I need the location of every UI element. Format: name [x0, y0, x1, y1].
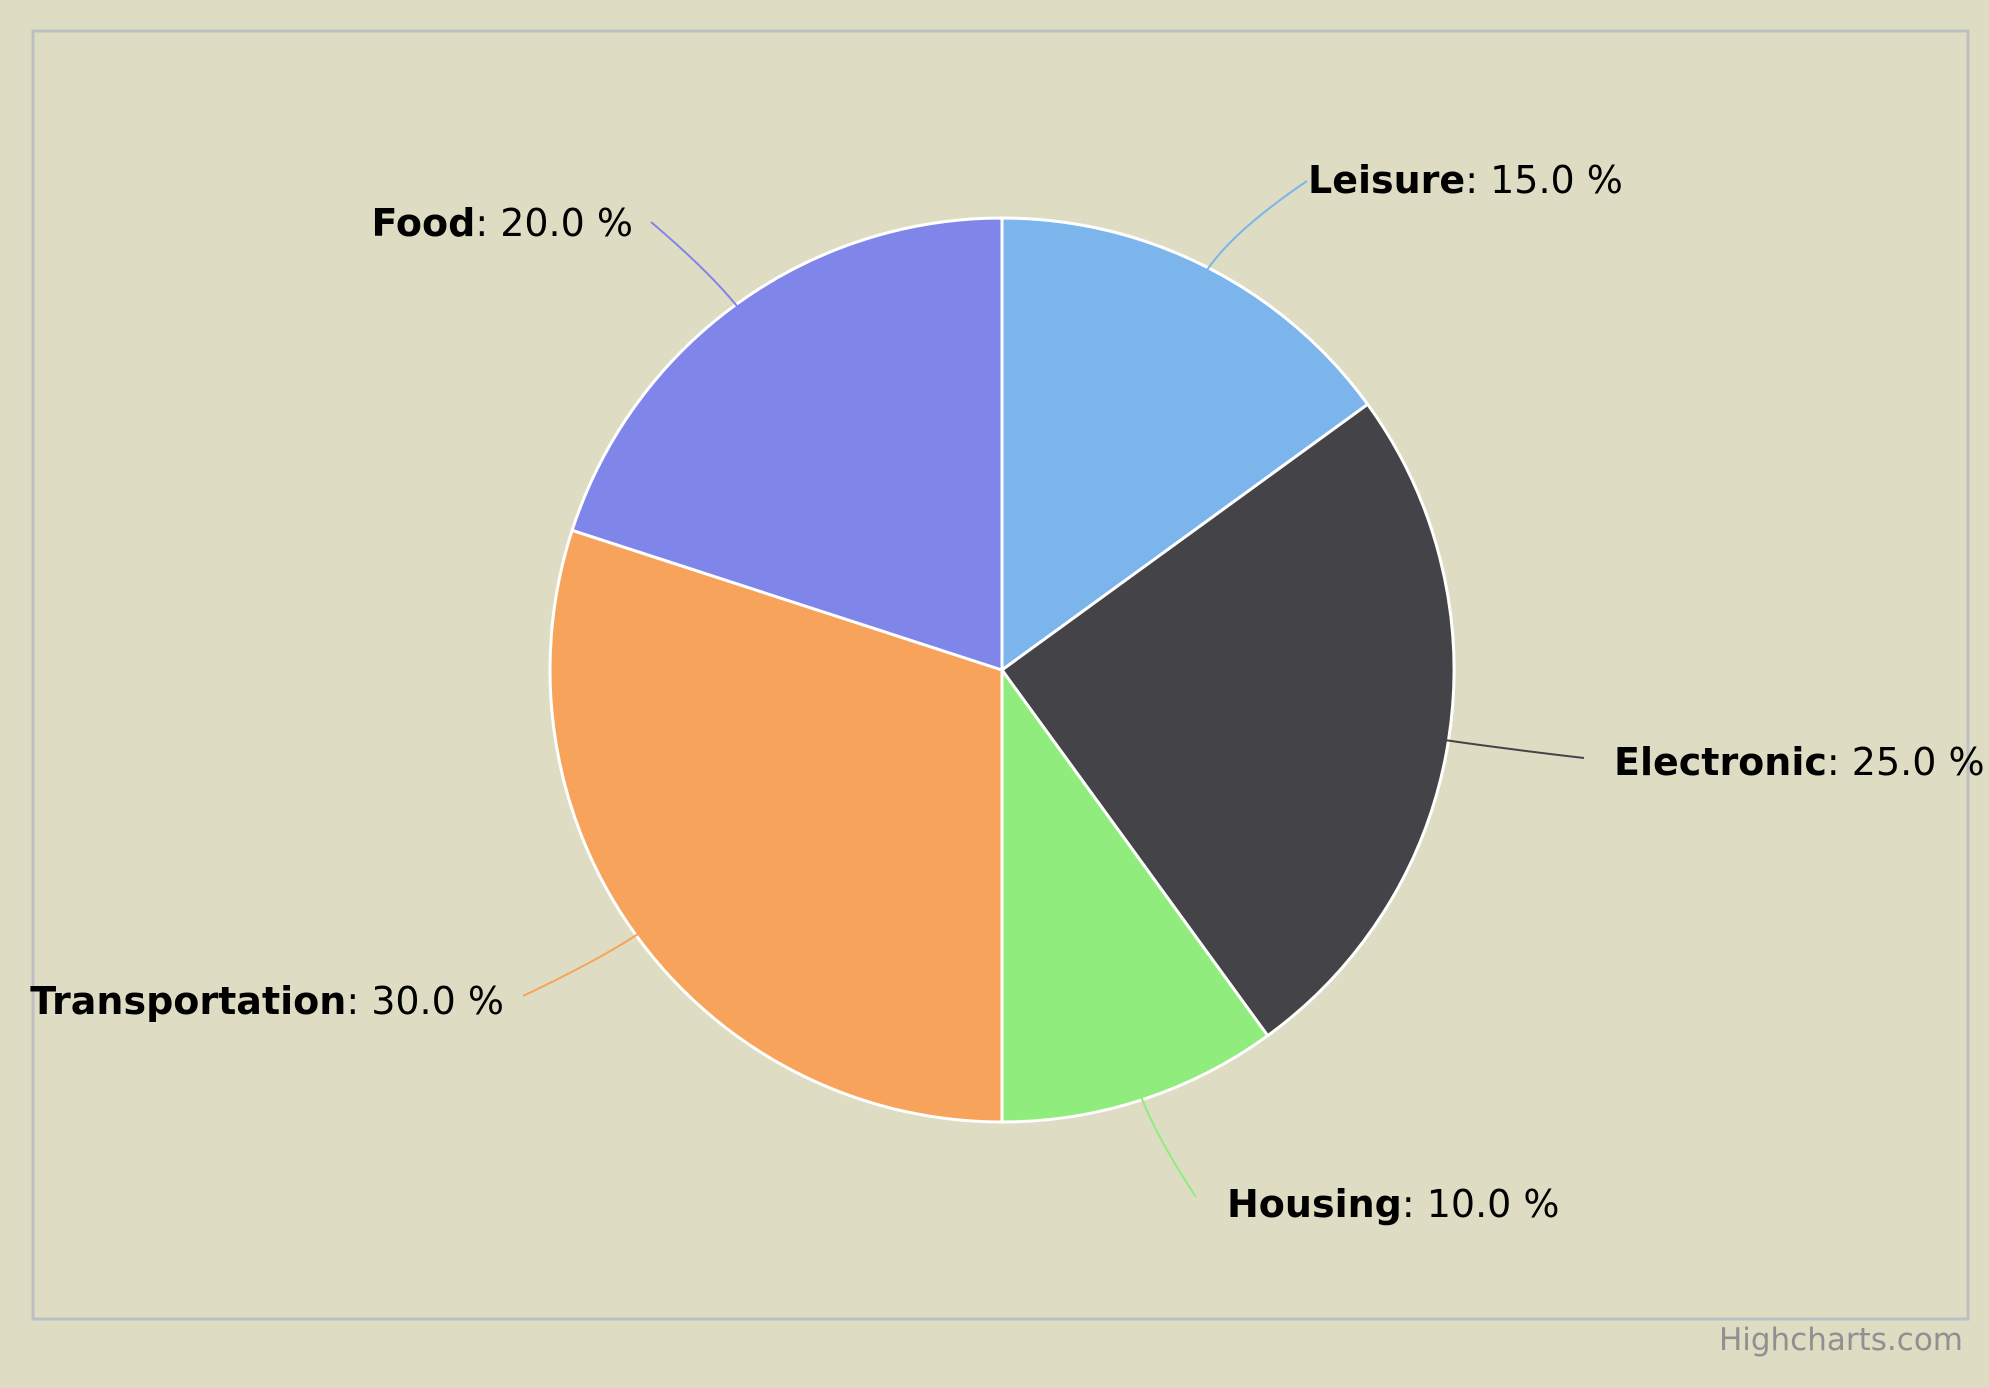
slices-layer	[548, 216, 1456, 1124]
data-label-leisure: Leisure: 15.0 %	[1308, 158, 1623, 202]
data-label-housing: Housing: 10.0 %	[1227, 1182, 1560, 1226]
connector-housing	[1135, 1082, 1197, 1198]
data-label-value: : 10.0 %	[1402, 1182, 1560, 1226]
connector-leisure	[1198, 180, 1308, 284]
data-label-name: Transportation	[30, 979, 346, 1023]
labels-layer: Leisure: 15.0 % Electronic: 25.0 % Housing…	[30, 158, 1984, 1226]
credits-link[interactable]: Highcharts.com	[1719, 1322, 1963, 1358]
data-label-name: Electronic	[1614, 740, 1827, 784]
data-label-value: : 15.0 %	[1465, 158, 1623, 202]
connector-food	[650, 221, 748, 320]
data-label-value: : 30.0 %	[346, 979, 504, 1023]
data-label-name: Leisure	[1308, 158, 1465, 202]
connector-transportation	[522, 924, 652, 997]
data-label-name: Housing	[1227, 1182, 1402, 1226]
connectors-layer	[522, 180, 1585, 1198]
data-label-value: : 25.0 %	[1827, 740, 1985, 784]
pie-slice-leisure[interactable]	[1000, 216, 1370, 672]
data-label-food: Food: 20.0 %	[371, 201, 633, 245]
data-label-transportation: Transportation: 30.0 %	[30, 979, 504, 1023]
plot-frame	[31, 29, 1970, 1321]
data-label-value: : 20.0 %	[475, 201, 633, 245]
connector-electronic	[1430, 736, 1585, 759]
data-label-electronic: Electronic: 25.0 %	[1614, 740, 1985, 784]
data-label-name: Food	[371, 201, 475, 245]
